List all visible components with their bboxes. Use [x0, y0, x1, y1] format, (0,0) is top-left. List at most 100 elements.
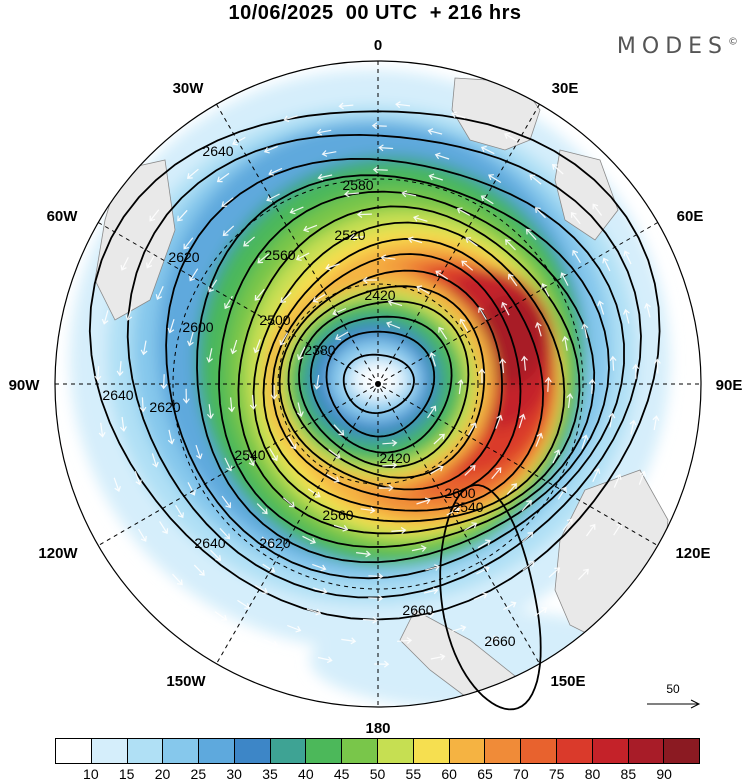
- wind-arrow: [581, 323, 589, 339]
- wind-arrow: [430, 653, 446, 661]
- wind-arrow: [629, 419, 637, 435]
- wind-arrow: [325, 263, 340, 271]
- wind-arrow: [427, 128, 443, 135]
- wind-arrow: [119, 416, 127, 432]
- wind-arrow: [464, 465, 476, 476]
- wind-arrow: [521, 531, 534, 543]
- wind-arrow: [257, 253, 270, 264]
- wind-arrow: [289, 206, 304, 215]
- wind-arrow: [508, 273, 518, 287]
- wind-arrow: [581, 434, 589, 449]
- contour-2460: [278, 269, 503, 491]
- wind-arrow: [125, 306, 133, 321]
- contour-label: 2620: [168, 249, 199, 265]
- contour-2580: [196, 174, 610, 564]
- contour-label: 2620: [259, 535, 290, 551]
- wind-arrow: [333, 524, 349, 532]
- wind-arrow: [374, 660, 390, 668]
- wind-arrow: [302, 535, 317, 545]
- wind-arrow: [249, 394, 257, 410]
- wind-arrow: [382, 439, 398, 447]
- colorbar-swatch: [163, 738, 200, 764]
- colorbar-swatch: [270, 738, 307, 764]
- contour-2600: [165, 157, 625, 580]
- wind-arrow: [521, 499, 532, 512]
- wind-arrow: [504, 132, 518, 142]
- wind-arrow: [214, 611, 228, 621]
- polar-map: 2640 2640 2640 2620 2620 2620 2600 2600 2580 2560…: [9, 37, 743, 737]
- wind-arrow: [187, 331, 194, 347]
- wind-arrow: [423, 587, 439, 595]
- colorbar-swatch: [628, 738, 665, 764]
- lon-label-150w: 150W: [166, 673, 206, 690]
- wind-arrow: [608, 412, 616, 428]
- wind-arrow: [101, 310, 109, 325]
- wind-arrow: [208, 279, 218, 293]
- wind-arrow: [266, 193, 280, 202]
- wind-arrow: [175, 504, 184, 519]
- wind-arrow: [518, 413, 526, 429]
- wind-arrow: [430, 465, 444, 475]
- wind-arrow: [525, 228, 537, 241]
- contour-label: 2380: [304, 342, 335, 358]
- wind-arrow: [495, 414, 503, 429]
- wind-arrow: [269, 447, 278, 462]
- wind-arrow: [623, 308, 630, 324]
- colorbar-tick-label: 20: [154, 766, 171, 782]
- wind-arrow: [623, 250, 632, 265]
- wind-arrow: [139, 397, 147, 413]
- wind-arrow: [287, 436, 297, 450]
- wind-arrow: [413, 214, 428, 222]
- wind-arrow: [534, 607, 548, 617]
- reference-vector: 50: [643, 682, 703, 712]
- wind-arrow: [140, 340, 148, 356]
- wind-arrow: [395, 101, 411, 109]
- lon-label-120e: 120E: [675, 545, 710, 562]
- colorbar-tick-label: 10: [83, 766, 99, 782]
- wind-arrow: [268, 167, 283, 176]
- wind-arrow: [541, 283, 550, 297]
- wind-arrow: [303, 224, 318, 233]
- contour-2420: [298, 300, 470, 469]
- wind-arrow: [435, 270, 449, 280]
- wind-arrow: [306, 608, 322, 616]
- wind-arrow: [465, 237, 478, 247]
- wind-arrow: [177, 209, 188, 222]
- wind-arrow: [282, 497, 295, 508]
- contour-label: 2660: [484, 633, 515, 649]
- wind-arrow: [506, 483, 517, 495]
- colorbar-tick-label: 25: [190, 766, 207, 782]
- wind-arrow: [371, 122, 387, 130]
- wind-arrow: [224, 295, 233, 310]
- wind-arrow: [195, 444, 203, 460]
- contour-label: 2600: [182, 319, 213, 335]
- wind-arrow: [613, 473, 622, 488]
- wind-arrow: [232, 136, 246, 146]
- wind-arrow: [335, 331, 349, 341]
- contour-label: 2660: [402, 602, 433, 618]
- colorbar-tick-label: 35: [262, 766, 278, 782]
- colorbar-tick-label: 30: [226, 766, 242, 782]
- wind-arrow: [586, 523, 596, 537]
- lon-label-60e: 60E: [677, 208, 704, 225]
- wind-arrow: [562, 518, 573, 531]
- wind-arrow: [548, 567, 561, 578]
- map-border: [54, 60, 702, 708]
- colorbar-swatch: [127, 738, 164, 764]
- wind-arrow: [193, 564, 205, 576]
- wind-arrow: [137, 528, 147, 542]
- contour-2520: [252, 221, 566, 523]
- colorbar-swatch: [664, 738, 701, 764]
- wind-arrow: [416, 497, 431, 505]
- wind-arrow: [480, 195, 494, 205]
- wind-arrow: [473, 592, 488, 601]
- contour-2400: [309, 315, 453, 454]
- colorbar-swatch: [449, 738, 486, 764]
- contour-label: 2580: [342, 177, 373, 193]
- lon-label-0: 0: [374, 37, 382, 54]
- wind-arrow: [221, 495, 231, 509]
- wind-arrow: [529, 174, 542, 185]
- wind-arrow: [224, 457, 233, 472]
- wind-arrow: [360, 506, 376, 514]
- wind-arrow: [221, 197, 234, 207]
